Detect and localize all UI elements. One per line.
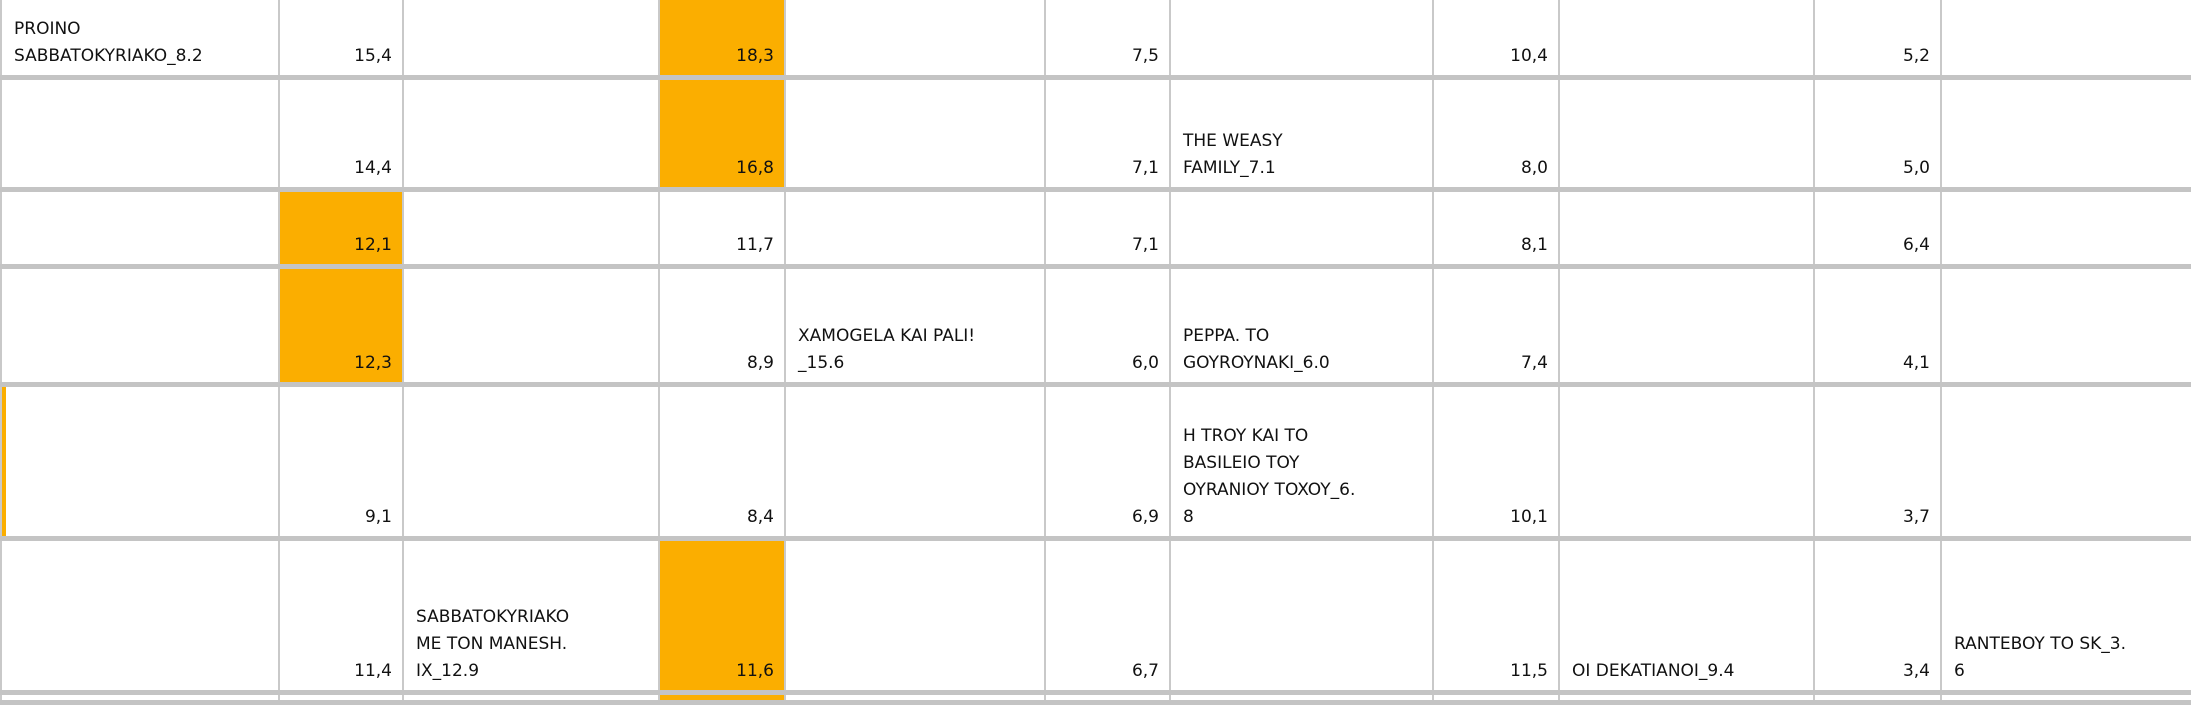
cell[interactable]: 7,4 bbox=[1432, 266, 1560, 387]
cell[interactable] bbox=[1044, 692, 1171, 705]
cell[interactable] bbox=[402, 77, 660, 192]
cell[interactable] bbox=[784, 692, 1046, 705]
cell[interactable]: PEPPA. TO GOYROYNAKI_6.0 bbox=[1169, 266, 1434, 387]
cell[interactable] bbox=[1558, 692, 1815, 705]
cell[interactable] bbox=[0, 266, 280, 387]
cell[interactable] bbox=[1940, 189, 2191, 269]
cell[interactable]: 5,0 bbox=[1813, 77, 1942, 192]
highlighted-cell[interactable]: 12,1 bbox=[278, 189, 404, 269]
highlighted-cell[interactable]: 11,6 bbox=[658, 538, 786, 695]
cell[interactable]: 7,1 bbox=[1044, 77, 1171, 192]
cell[interactable] bbox=[1558, 189, 1815, 269]
table-row bbox=[0, 692, 2191, 705]
cell[interactable]: 6,9 bbox=[1044, 384, 1171, 541]
highlighted-cell[interactable]: 16,8 bbox=[658, 77, 786, 192]
table-row: 12,3 8,9 XAMOGELA KAI PALI! _15.6 6,0 PEPPA.… bbox=[0, 266, 2191, 387]
cell[interactable]: RANTEBOY TO SK_3. 6 bbox=[1940, 538, 2191, 695]
cell[interactable] bbox=[402, 0, 660, 80]
cell[interactable] bbox=[402, 266, 660, 387]
cell[interactable]: XAMOGELA KAI PALI! _15.6 bbox=[784, 266, 1046, 387]
cell[interactable]: 10,1 bbox=[1432, 384, 1560, 541]
cell[interactable]: 8,4 bbox=[658, 384, 786, 541]
cell[interactable]: H TROY KAI TO BASILEIO TOY OYRANIOY TOXO… bbox=[1169, 384, 1434, 541]
cell[interactable]: 9,1 bbox=[278, 384, 404, 541]
table-row: 14,4 16,8 7,1 THE WEASY FAMILY_7.1 8,0 5,0 bbox=[0, 77, 2191, 192]
cell[interactable] bbox=[1940, 77, 2191, 192]
cell[interactable] bbox=[784, 77, 1046, 192]
cell[interactable] bbox=[402, 189, 660, 269]
cell[interactable]: 8,1 bbox=[1432, 189, 1560, 269]
cell[interactable]: 3,4 bbox=[1813, 538, 1942, 695]
cell[interactable]: 3,7 bbox=[1813, 384, 1942, 541]
cell[interactable]: 14,4 bbox=[278, 77, 404, 192]
cell[interactable] bbox=[0, 692, 280, 705]
cell[interactable]: 6,0 bbox=[1044, 266, 1171, 387]
cell[interactable] bbox=[278, 692, 404, 705]
cell[interactable]: PROINO SABBATOKYRIAKO_8.2 bbox=[0, 0, 280, 80]
cell[interactable] bbox=[784, 0, 1046, 80]
cell[interactable] bbox=[1169, 0, 1434, 80]
cell[interactable] bbox=[0, 77, 280, 192]
highlighted-cell[interactable]: 12,3 bbox=[278, 266, 404, 387]
cell[interactable]: 8,9 bbox=[658, 266, 786, 387]
cell[interactable] bbox=[402, 384, 660, 541]
cell[interactable] bbox=[1432, 692, 1560, 705]
cell[interactable] bbox=[1940, 266, 2191, 387]
cell[interactable] bbox=[1558, 77, 1815, 192]
cell[interactable]: OI DEKATIANOI_9.4 bbox=[1558, 538, 1815, 695]
table-row: 9,1 8,4 6,9 H TROY KAI TO BASILEIO TOY OYRA… bbox=[0, 384, 2191, 541]
cell[interactable] bbox=[402, 692, 660, 705]
cell[interactable] bbox=[1558, 266, 1815, 387]
cell[interactable] bbox=[784, 538, 1046, 695]
table-row: 12,1 11,7 7,1 8,1 6,4 bbox=[0, 189, 2191, 269]
cell[interactable]: 5,2 bbox=[1813, 0, 1942, 80]
cell[interactable] bbox=[0, 538, 280, 695]
highlighted-cell[interactable] bbox=[658, 692, 786, 705]
table-row: PROINO SABBATOKYRIAKO_8.2 15,4 18,3 7,5 10,4… bbox=[0, 0, 2191, 80]
highlighted-cell[interactable]: 18,3 bbox=[658, 0, 786, 80]
cell[interactable]: THE WEASY FAMILY_7.1 bbox=[1169, 77, 1434, 192]
cell[interactable] bbox=[1940, 692, 2191, 705]
cell[interactable]: 7,1 bbox=[1044, 189, 1171, 269]
cell[interactable] bbox=[1169, 538, 1434, 695]
cell[interactable]: 4,1 bbox=[1813, 266, 1942, 387]
cell[interactable]: 11,7 bbox=[658, 189, 786, 269]
cell[interactable]: 8,0 bbox=[1432, 77, 1560, 192]
cell[interactable]: 6,4 bbox=[1813, 189, 1942, 269]
cell[interactable]: 6,7 bbox=[1044, 538, 1171, 695]
cell[interactable]: 10,4 bbox=[1432, 0, 1560, 80]
cell[interactable] bbox=[0, 189, 280, 269]
cell[interactable] bbox=[1940, 0, 2191, 80]
cell[interactable]: 15,4 bbox=[278, 0, 404, 80]
cell[interactable] bbox=[1813, 692, 1942, 705]
cell[interactable]: 11,5 bbox=[1432, 538, 1560, 695]
table-row: 11,4 SABBATOKYRIAKO ME TON MANESH. IX_12.… bbox=[0, 538, 2191, 695]
cell[interactable] bbox=[1940, 384, 2191, 541]
cell[interactable] bbox=[1169, 189, 1434, 269]
cell[interactable] bbox=[784, 384, 1046, 541]
cell[interactable]: SABBATOKYRIAKO ME TON MANESH. IX_12.9 bbox=[402, 538, 660, 695]
cell[interactable] bbox=[784, 189, 1046, 269]
cell[interactable] bbox=[1558, 0, 1815, 80]
cell[interactable] bbox=[1169, 692, 1434, 705]
cell[interactable] bbox=[0, 384, 280, 541]
cell[interactable] bbox=[1558, 384, 1815, 541]
cell[interactable]: 11,4 bbox=[278, 538, 404, 695]
cell[interactable]: 7,5 bbox=[1044, 0, 1171, 80]
